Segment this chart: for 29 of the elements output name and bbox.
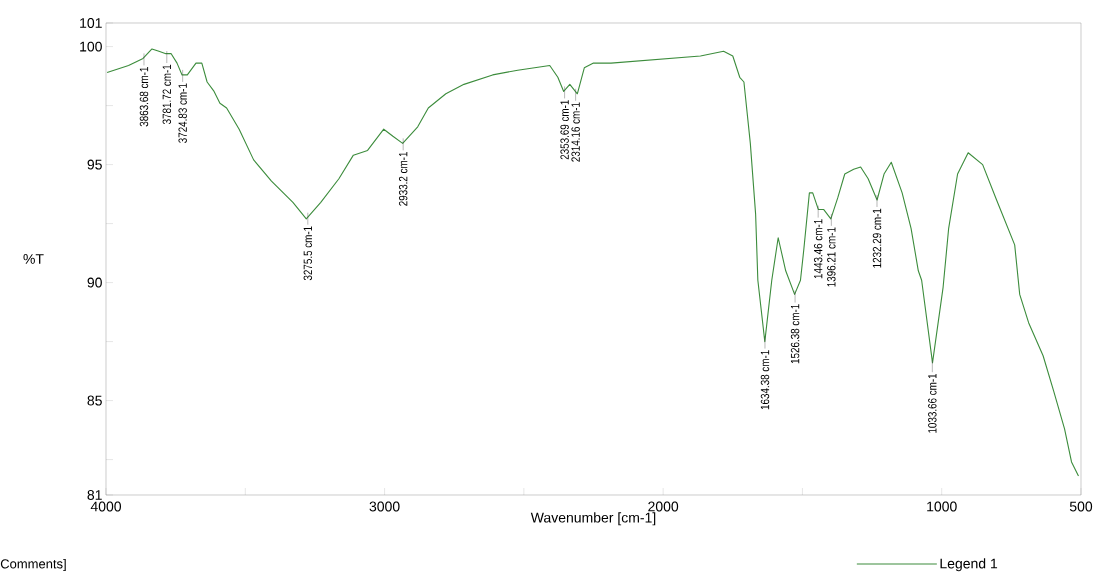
- annotation: 2314.16 cm-1: [571, 102, 580, 162]
- annotation: 3863.68 cm-1: [139, 67, 149, 127]
- x-tick-label: 2000: [648, 501, 679, 512]
- annotation: 2353.69 cm-1: [560, 100, 569, 160]
- y-tick-label: 95: [87, 159, 102, 170]
- annotation: 1443.46 cm-1: [813, 219, 823, 279]
- annotation: 3781.72 cm-1: [162, 64, 172, 125]
- x-tick-label: 500: [1069, 501, 1093, 512]
- x-axis-title: Wavenumber [cm-1]: [530, 512, 656, 526]
- text: Comments]: [0, 558, 66, 572]
- y-axis-title: %T: [23, 254, 44, 264]
- x-tick-label: 4000: [90, 501, 122, 512]
- y-tick-label: 100: [80, 41, 102, 52]
- y-tick-label: 85: [87, 395, 102, 406]
- text: Legend 1: [940, 558, 998, 572]
- annotation: 3275.5 cm-1: [303, 226, 313, 281]
- x-tick-label: 3000: [369, 501, 400, 512]
- x-tick-label: 1000: [927, 501, 957, 512]
- y-tick-label: 101: [80, 18, 102, 28]
- annotation: 1634.38 cm-1: [760, 350, 770, 410]
- y-tick-label: 90: [87, 277, 102, 288]
- annotation: 1033.66 cm-1: [928, 373, 937, 433]
- annotation: 1396.21 cm-1: [827, 227, 836, 287]
- annotation: 1232.29 cm-1: [872, 208, 882, 268]
- annotation: 3724.83 cm-1: [178, 83, 187, 143]
- annotation: 1526.38 cm-1: [790, 304, 800, 364]
- line-series: [106, 48, 1080, 477]
- annotation: 2933.2 cm-1: [398, 152, 408, 206]
- y-tick-label: 81: [87, 490, 102, 500]
